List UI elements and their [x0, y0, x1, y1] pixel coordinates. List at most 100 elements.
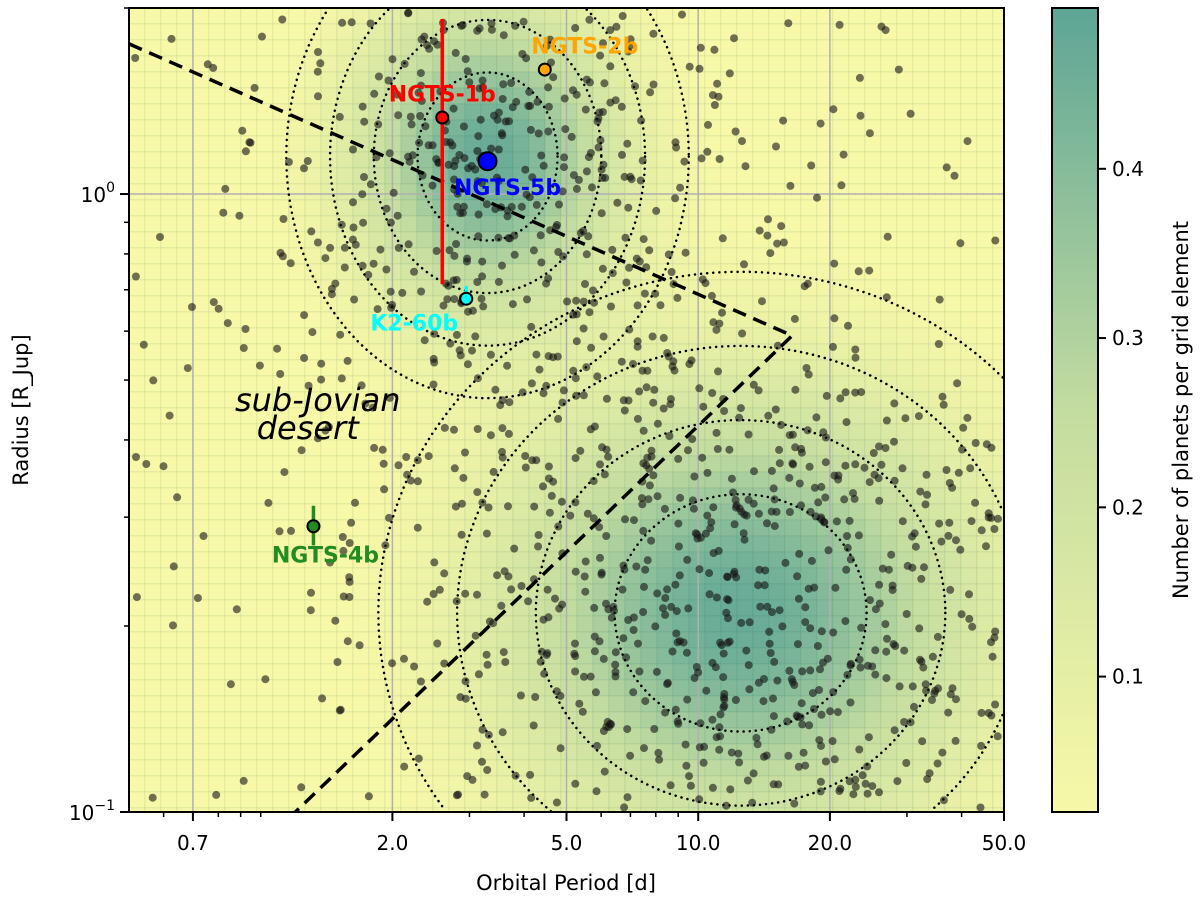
population-point — [549, 73, 558, 82]
population-point — [813, 642, 822, 650]
population-point — [545, 508, 554, 517]
heatmap-cell — [720, 183, 738, 201]
heatmap-cell — [656, 183, 674, 201]
population-point — [620, 803, 629, 812]
heatmap-cell — [288, 487, 306, 505]
heatmap-cell — [208, 775, 226, 793]
heatmap-cell — [129, 295, 146, 313]
heatmap-cell — [224, 295, 242, 313]
heatmap-cell — [144, 583, 162, 601]
population-point — [740, 535, 749, 544]
heatmap-cell — [992, 295, 1004, 313]
heatmap-cell — [129, 711, 146, 729]
heatmap-cell — [176, 759, 194, 777]
heatmap-cell — [144, 407, 162, 425]
heatmap-cell — [960, 263, 978, 281]
heatmap-cell — [800, 119, 818, 137]
population-point — [606, 98, 615, 107]
heatmap-cell — [144, 487, 162, 505]
population-point — [433, 40, 442, 49]
population-point — [499, 31, 508, 40]
heatmap-cell — [224, 135, 242, 153]
heatmap-cell — [544, 775, 562, 793]
population-point — [684, 604, 693, 613]
population-point — [855, 655, 864, 664]
heatmap-cell — [976, 311, 994, 329]
heatmap-cell — [960, 311, 978, 329]
heatmap-cell — [944, 103, 962, 121]
heatmap-cell — [608, 679, 626, 697]
heatmap-cell — [368, 231, 386, 249]
population-point — [606, 26, 615, 35]
heatmap-cell — [368, 631, 386, 649]
heatmap-cell — [912, 375, 930, 393]
population-point — [539, 482, 547, 491]
heatmap-cell — [704, 23, 722, 41]
heatmap-cell — [496, 519, 514, 537]
heatmap-cell — [129, 567, 146, 585]
heatmap-cell — [624, 151, 642, 169]
population-point — [602, 445, 611, 454]
heatmap-cell — [720, 551, 738, 569]
heatmap-cell — [464, 551, 482, 569]
population-point — [987, 513, 996, 522]
population-point — [681, 740, 690, 749]
population-point — [965, 590, 973, 599]
heatmap-cell — [880, 263, 898, 281]
heatmap-cell — [224, 343, 242, 361]
heatmap-cell — [192, 631, 210, 649]
heatmap-cell — [176, 119, 194, 137]
heatmap-cell — [672, 679, 690, 697]
heatmap-cell — [432, 455, 450, 473]
population-point — [212, 790, 221, 799]
population-point — [450, 425, 458, 434]
population-point — [581, 557, 590, 566]
heatmap-cell — [960, 8, 978, 25]
heatmap-cell — [416, 407, 434, 425]
heatmap-cell — [800, 647, 818, 665]
population-point — [579, 227, 588, 235]
heatmap-cell — [992, 423, 1004, 441]
population-point — [625, 42, 634, 50]
heatmap-cell — [560, 727, 578, 745]
heatmap-cell — [160, 791, 178, 809]
heatmap-cell — [240, 487, 258, 505]
population-point — [935, 295, 944, 304]
heatmap-cell — [960, 103, 978, 121]
heatmap-cell — [352, 615, 370, 633]
population-point — [618, 150, 626, 159]
heatmap-cell — [192, 407, 210, 425]
heatmap-cell — [560, 71, 578, 89]
population-point — [413, 456, 422, 465]
heatmap-cell — [496, 39, 514, 57]
heatmap-cell — [976, 327, 994, 345]
heatmap-cell — [208, 327, 226, 345]
heatmap-cell — [304, 8, 322, 25]
population-point — [273, 344, 282, 353]
heatmap-cell — [160, 135, 178, 153]
heatmap-cell — [240, 423, 258, 441]
heatmap-cell — [832, 551, 850, 569]
population-point — [512, 97, 521, 106]
y-tick-base: 10 — [69, 801, 94, 825]
heatmap-cell — [624, 471, 642, 489]
population-point — [624, 396, 633, 405]
heatmap-cell — [129, 535, 146, 553]
heatmap-cell — [224, 39, 242, 57]
population-point — [579, 391, 588, 400]
population-point — [741, 162, 750, 171]
population-point — [501, 658, 510, 666]
heatmap-cell — [672, 199, 690, 217]
heatmap-cell — [256, 151, 274, 169]
heatmap-cell — [768, 167, 786, 185]
population-point — [993, 514, 1002, 523]
population-point — [592, 787, 601, 796]
heatmap-cell — [944, 55, 962, 73]
population-point — [209, 298, 218, 307]
population-point — [359, 218, 368, 227]
population-point — [339, 546, 348, 555]
population-point — [497, 129, 506, 138]
heatmap-cell — [320, 567, 338, 585]
population-point — [645, 481, 654, 490]
population-point — [586, 672, 595, 681]
